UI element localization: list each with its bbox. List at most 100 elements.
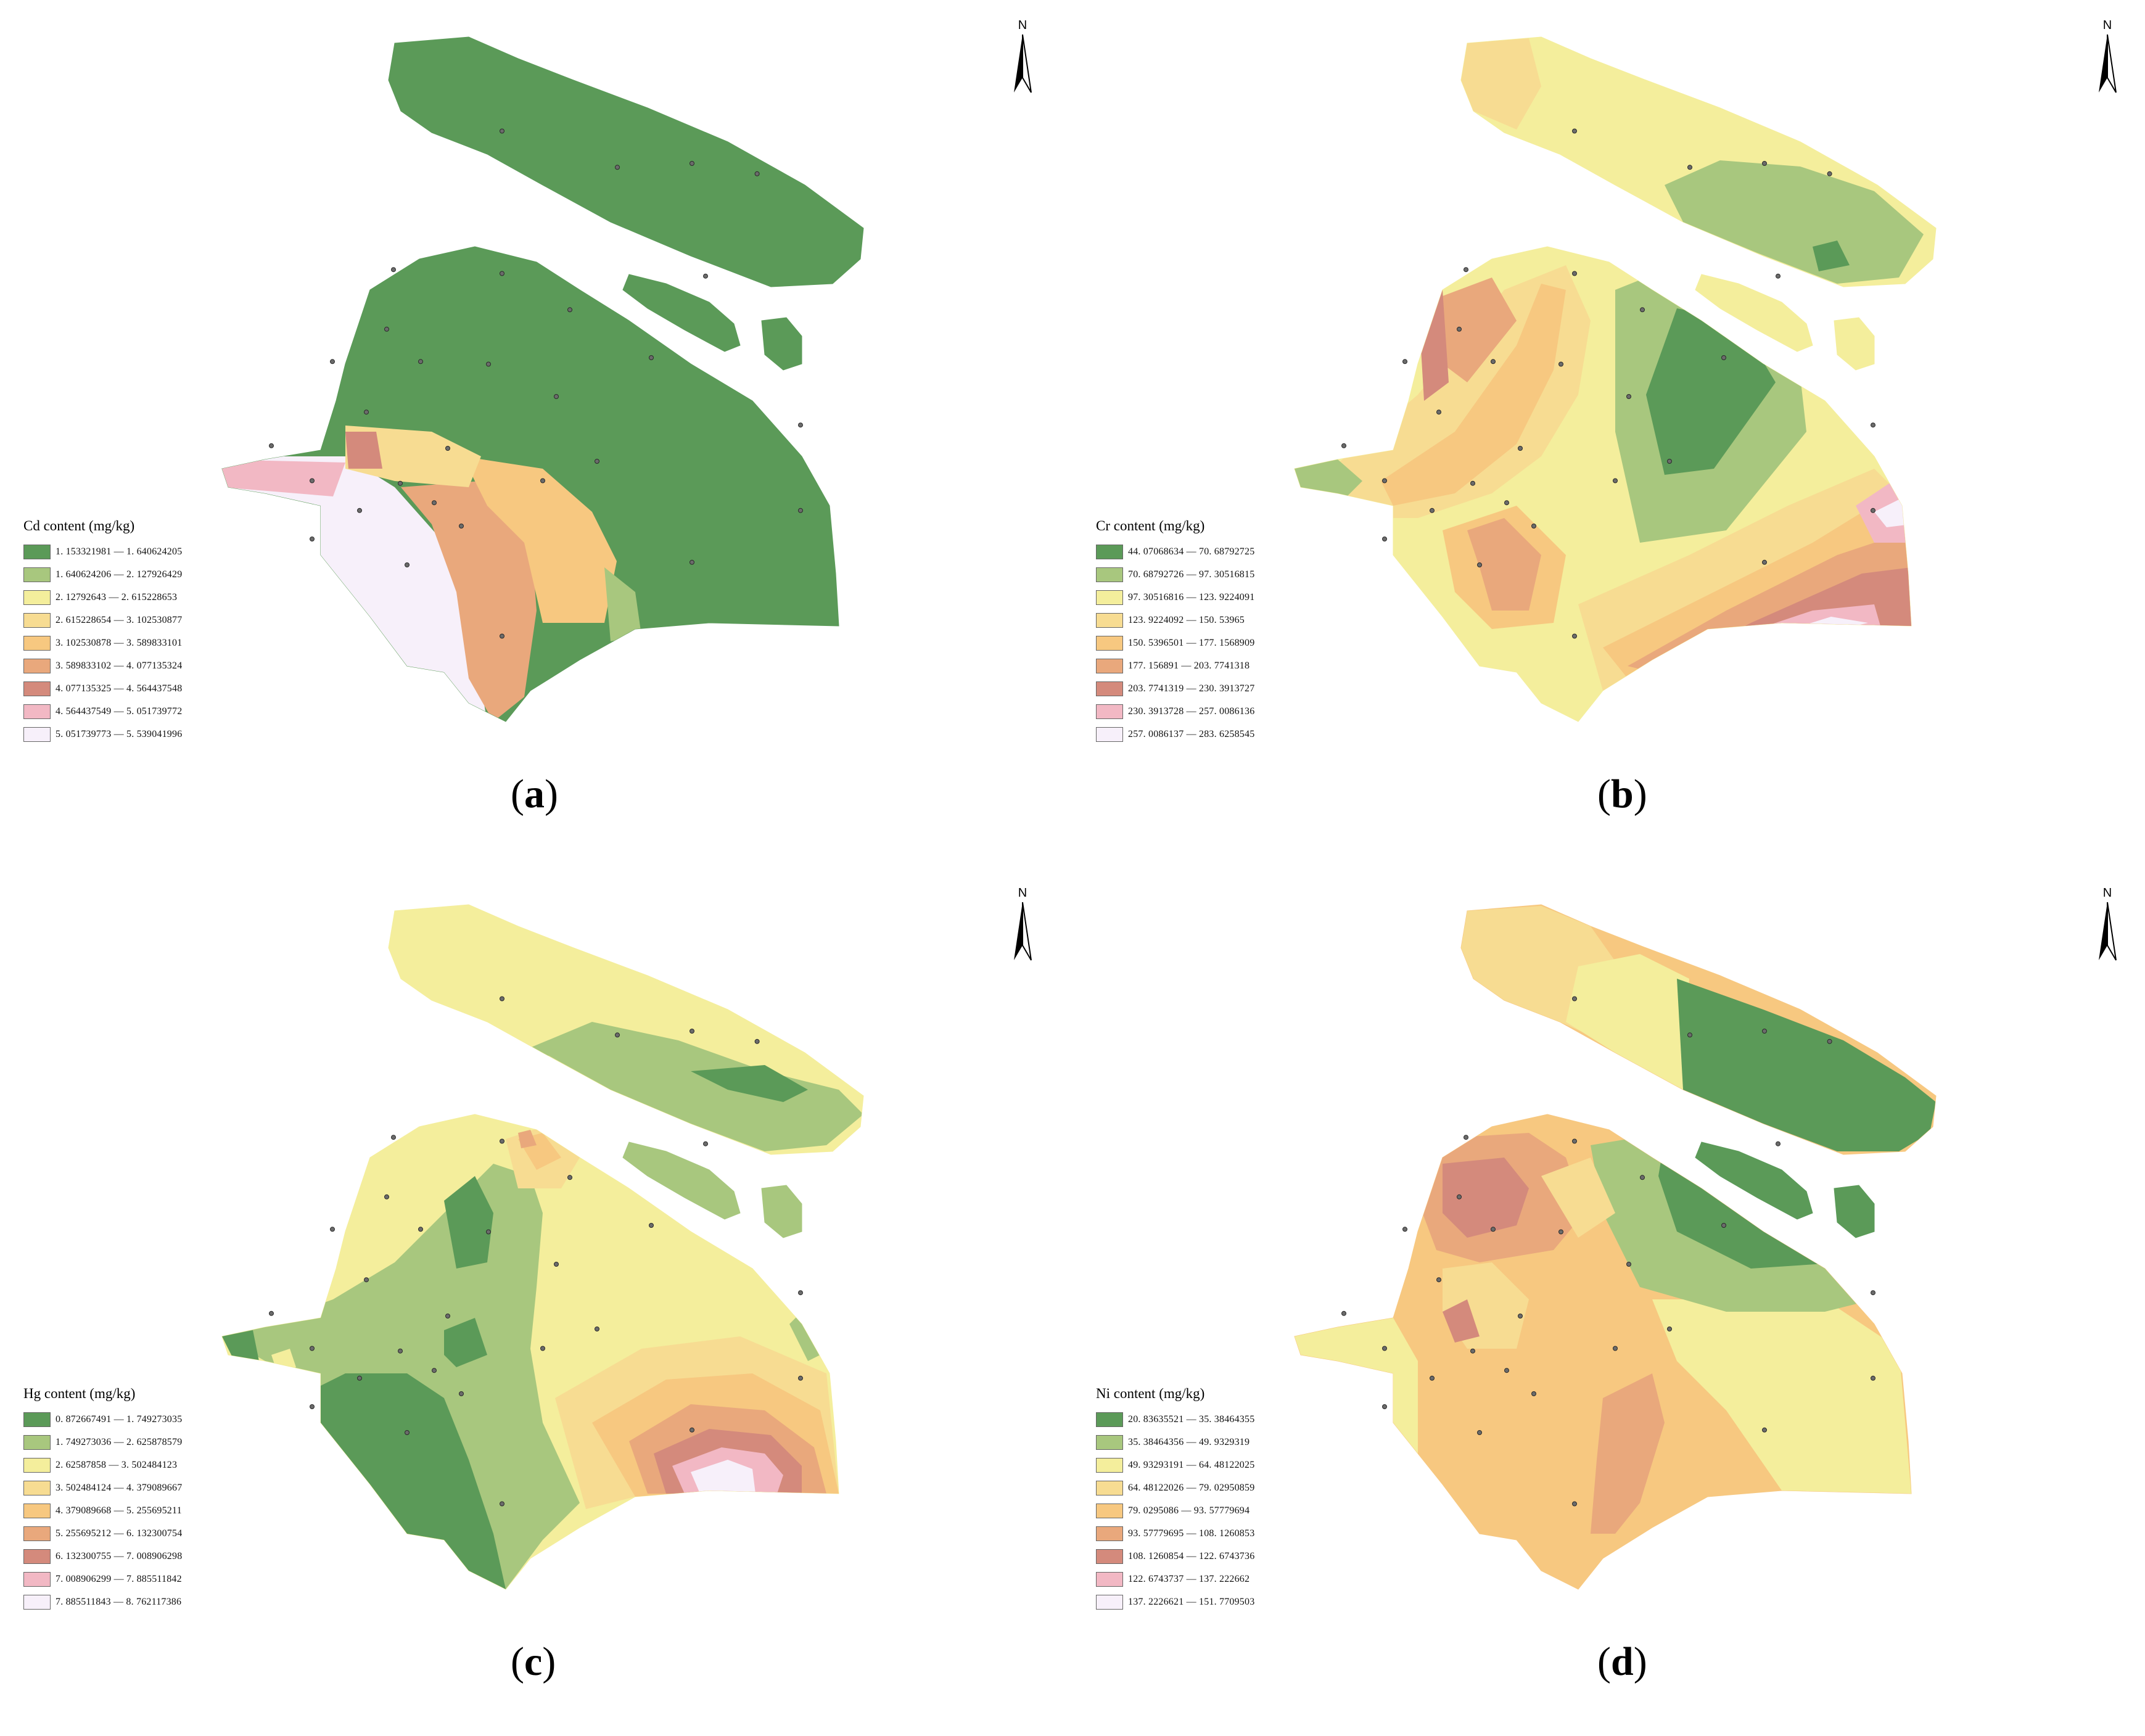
- legend-row: 3. 102530878 — 3. 589833101: [23, 631, 182, 654]
- sample-point: [1572, 996, 1577, 1002]
- legend-row: 1. 640624206 — 2. 127926429: [23, 563, 182, 586]
- legend-row: 44. 07068634 — 70. 68792725: [1096, 540, 1254, 563]
- concentration-zone: [691, 1065, 808, 1102]
- legend-range-label: 93. 57779695 — 108. 1260853: [1128, 1528, 1255, 1539]
- legend-swatch: [23, 1549, 51, 1564]
- legend-swatch: [1096, 1457, 1123, 1473]
- concentration-zone: [296, 1373, 506, 1589]
- landmass-hengsha: [1834, 1185, 1875, 1238]
- sample-point: [1457, 326, 1462, 332]
- legend-swatch: [1096, 658, 1123, 673]
- sample-point: [459, 524, 464, 529]
- sample-point: [1402, 359, 1407, 364]
- sample-point: [1827, 1039, 1832, 1044]
- sample-point: [1504, 500, 1509, 506]
- sample-point: [500, 271, 504, 276]
- sample-point: [1640, 1175, 1645, 1180]
- legend-swatch: [23, 1594, 51, 1610]
- sample-point: [649, 1223, 654, 1228]
- sample-point: [1871, 422, 1875, 428]
- choropleth-map: [1294, 904, 1937, 1590]
- sample-point: [1436, 1277, 1441, 1283]
- sample-point: [1558, 361, 1563, 367]
- sample-point: [1871, 1375, 1875, 1381]
- legend-row: 177. 156891 — 203. 7741318: [1096, 654, 1254, 677]
- legend-row: 35. 38464356 — 49. 9329319: [1096, 1431, 1254, 1454]
- north-arrow-shape: [1014, 34, 1032, 93]
- concentration-zone: [401, 481, 537, 722]
- legend-row: 7. 885511843 — 8. 762117386: [23, 1590, 182, 1613]
- landmass-changxing: [1695, 1142, 1813, 1220]
- legend-swatch: [23, 1457, 51, 1473]
- legend-row: 93. 57779695 — 108. 1260853: [1096, 1522, 1254, 1545]
- sample-point: [1470, 1348, 1475, 1354]
- sample-point: [798, 422, 803, 428]
- sample-point: [486, 361, 491, 367]
- sample-point: [405, 1430, 410, 1435]
- legend-swatch: [1096, 1480, 1123, 1495]
- panel-caption: (c): [511, 1639, 556, 1684]
- legend-swatch: [1096, 1571, 1123, 1587]
- legend-range-label: 3. 102530878 — 3. 589833101: [56, 637, 183, 648]
- concentration-zone: [604, 567, 641, 641]
- legend-range-label: 1. 153321981 — 1. 640624205: [56, 546, 183, 557]
- legend-range-label: 0. 872667491 — 1. 749273035: [56, 1413, 183, 1425]
- legend-swatch: [23, 612, 51, 628]
- legend-row: 123. 9224092 — 150. 53965: [1096, 609, 1254, 631]
- sample-point: [690, 161, 694, 166]
- sample-point: [1477, 562, 1482, 567]
- legend-row: 3. 502484124 — 4. 379089667: [23, 1476, 182, 1499]
- legend-range-label: 70. 68792726 — 97. 30516815: [1128, 569, 1255, 580]
- panel-caption-letter: c: [524, 1639, 543, 1684]
- sample-point: [310, 1404, 315, 1409]
- legend: Hg content (mg/kg) 0. 872667491 — 1. 7492…: [23, 1386, 182, 1613]
- legend-range-label: 79. 0295086 — 93. 57779694: [1128, 1505, 1250, 1516]
- sample-point: [1382, 1404, 1387, 1409]
- sample-point: [1491, 359, 1496, 364]
- concentration-zone: [1295, 1318, 1418, 1454]
- legend-swatch: [23, 544, 51, 559]
- legend-swatch: [1096, 704, 1123, 719]
- concentration-zone: [345, 426, 481, 487]
- concentration-zone: [518, 1130, 537, 1148]
- sample-point: [384, 326, 389, 332]
- legend-range-label: 5. 051739773 — 5. 539041996: [56, 728, 183, 739]
- legend-row: 2. 615228654 — 3. 102530877: [23, 609, 182, 631]
- sample-point: [310, 1346, 315, 1351]
- concentration-zone: [1566, 954, 1689, 1090]
- legend-row: 20. 83635521 — 35. 38464355: [1096, 1408, 1254, 1431]
- legend-row: 3. 589833102 — 4. 077135324: [23, 654, 182, 677]
- sample-point: [649, 355, 654, 360]
- map-panel-cr: N Cr content (mg/kg) 44. 07068634 — 70. 68…: [1072, 0, 2145, 868]
- sample-point: [1518, 446, 1523, 451]
- legend-swatch: [23, 567, 51, 582]
- legend-swatch: [1096, 1503, 1123, 1518]
- legend-row: 70. 68792726 — 97. 30516815: [1096, 563, 1254, 586]
- legend-row: 137. 2226621 — 151. 7709503: [1096, 1590, 1254, 1613]
- legend-swatch: [1096, 544, 1123, 559]
- landmass-hengsha: [761, 317, 802, 371]
- legend-range-label: 2. 615228654 — 3. 102530877: [56, 614, 183, 625]
- map-panel-cd: N Cd content (mg/kg) 1. 153321981 — 1. 640…: [0, 0, 1072, 868]
- legend-row: 6. 132300755 — 7. 008906298: [23, 1545, 182, 1568]
- sample-point: [1667, 459, 1672, 464]
- legend-title: Ni content (mg/kg): [1096, 1386, 1205, 1401]
- sample-point: [269, 443, 274, 448]
- legend-range-label: 6. 132300755 — 7. 008906298: [56, 1550, 183, 1561]
- concentration-zone: [1874, 500, 1911, 527]
- sample-point: [1572, 633, 1577, 639]
- concentration-zone: [1652, 1299, 1911, 1494]
- north-arrow-shape: [2099, 902, 2117, 961]
- concentration-zone: [222, 1330, 259, 1361]
- sample-point: [1382, 478, 1387, 483]
- legend-swatch: [1096, 1434, 1123, 1450]
- concentration-zone: [1628, 530, 1911, 672]
- sample-point: [554, 1262, 559, 1267]
- sample-point: [1572, 1501, 1577, 1507]
- legend-row: 0. 872667491 — 1. 749273035: [23, 1408, 182, 1431]
- sample-point: [1640, 307, 1645, 313]
- panel-caption: (d): [1597, 1639, 1647, 1684]
- legend-range-label: 1. 749273036 — 2. 625878579: [56, 1436, 183, 1447]
- sample-point: [445, 1314, 450, 1318]
- sample-point: [1721, 1223, 1726, 1228]
